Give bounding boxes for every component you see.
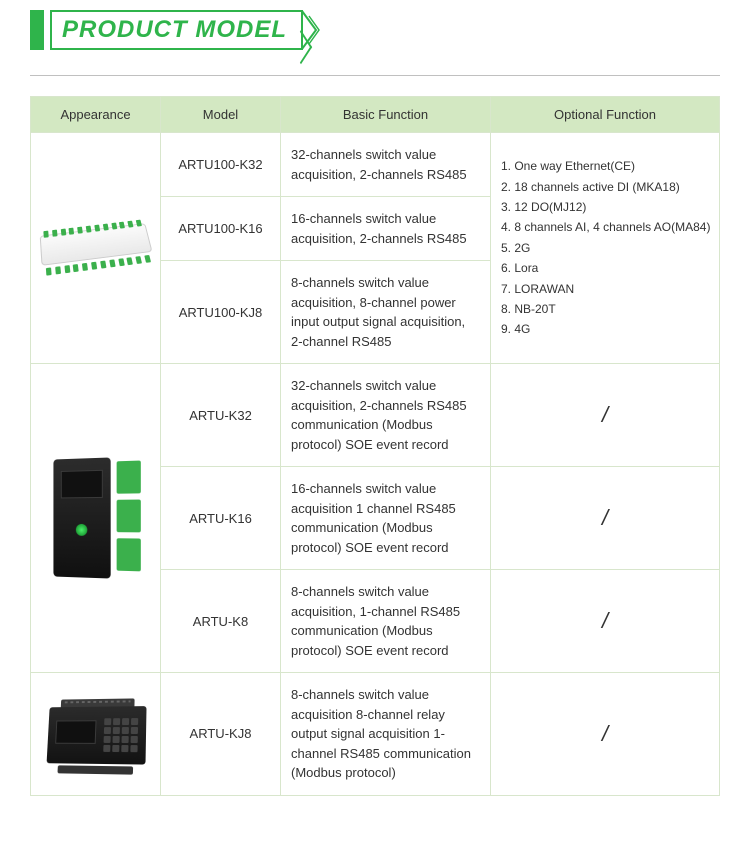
optional-function: / bbox=[491, 570, 720, 673]
accent-block bbox=[30, 10, 44, 50]
optional-function-list: 1. One way Ethernet(CE) 2. 18 channels a… bbox=[491, 133, 720, 364]
col-model: Model bbox=[161, 97, 281, 133]
basic-function: 16-channels switch value acquisition 1 c… bbox=[281, 467, 491, 570]
basic-function: 32-channels switch value acquisition, 2-… bbox=[281, 364, 491, 467]
appearance-cell bbox=[31, 673, 161, 796]
model-name: ARTU-K16 bbox=[161, 467, 281, 570]
model-name: ARTU-K8 bbox=[161, 570, 281, 673]
model-name: ARTU100-KJ8 bbox=[161, 261, 281, 364]
optional-function: / bbox=[491, 364, 720, 467]
table-row: ARTU-KJ8 8-channels switch value acquisi… bbox=[31, 673, 720, 796]
divider bbox=[30, 75, 720, 76]
appearance-cell bbox=[31, 364, 161, 673]
basic-function: 8-channels switch value acquisition, 1-c… bbox=[281, 570, 491, 673]
section-header: PRODUCT MODEL bbox=[30, 10, 720, 50]
basic-function: 16-channels switch value acquisition, 2-… bbox=[281, 197, 491, 261]
optional-function: / bbox=[491, 467, 720, 570]
device-image-module bbox=[53, 456, 140, 579]
device-image-plc bbox=[46, 698, 146, 771]
col-appearance: Appearance bbox=[31, 97, 161, 133]
device-image-din-rail bbox=[39, 217, 156, 283]
col-optional-function: Optional Function bbox=[491, 97, 720, 133]
table-row: ARTU-K32 32-channels switch value acquis… bbox=[31, 364, 720, 467]
model-name: ARTU100-K16 bbox=[161, 197, 281, 261]
model-name: ARTU100-K32 bbox=[161, 133, 281, 197]
basic-function: 32-channels switch value acquisition, 2-… bbox=[281, 133, 491, 197]
chevron-right-icon bbox=[301, 10, 321, 50]
col-basic-function: Basic Function bbox=[281, 97, 491, 133]
optional-function: / bbox=[491, 673, 720, 796]
model-name: ARTU-K32 bbox=[161, 364, 281, 467]
basic-function: 8-channels switch value acquisition, 8-c… bbox=[281, 261, 491, 364]
section-title: PRODUCT MODEL bbox=[50, 10, 303, 50]
table-header-row: Appearance Model Basic Function Optional… bbox=[31, 97, 720, 133]
appearance-cell bbox=[31, 133, 161, 364]
model-name: ARTU-KJ8 bbox=[161, 673, 281, 796]
table-row: ARTU100-K32 32-channels switch value acq… bbox=[31, 133, 720, 197]
product-model-table: Appearance Model Basic Function Optional… bbox=[30, 96, 720, 796]
basic-function: 8-channels switch value acquisition 8-ch… bbox=[281, 673, 491, 796]
